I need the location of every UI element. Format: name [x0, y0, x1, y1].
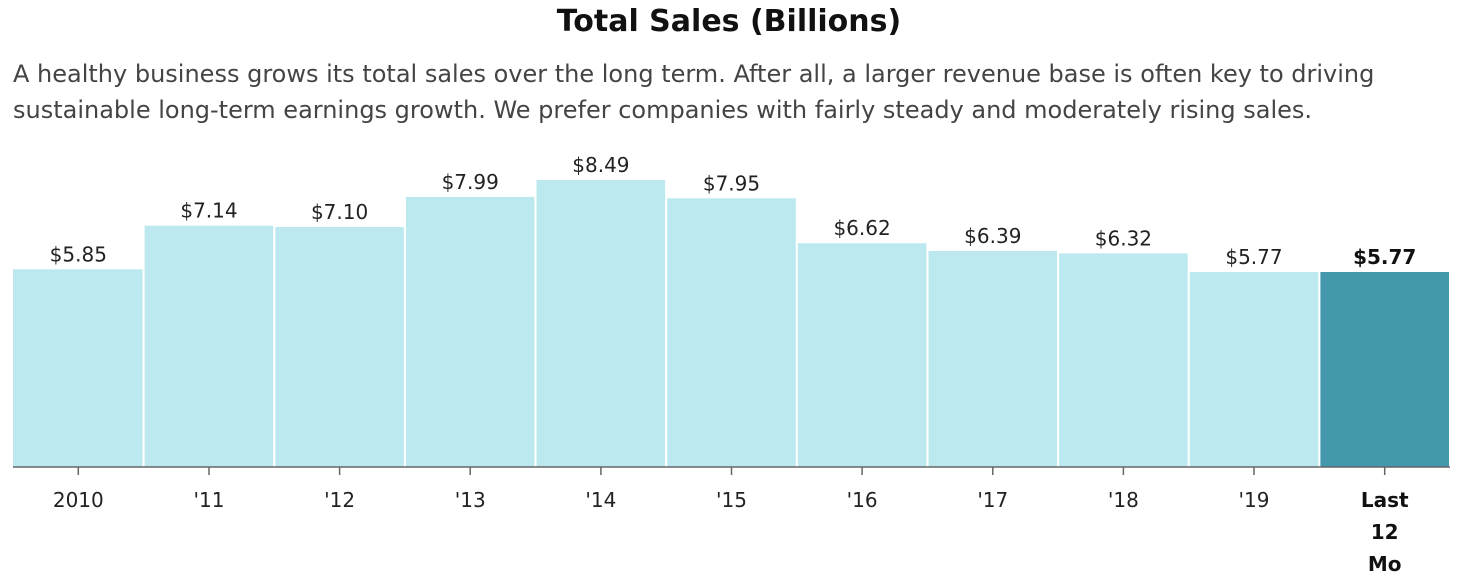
- value-label-2: $7.10: [311, 200, 368, 224]
- bar-9: [1189, 272, 1319, 467]
- bar-3: [405, 196, 535, 467]
- x-tick-label-7: '17: [977, 488, 1008, 512]
- value-label-9: $5.77: [1225, 245, 1282, 269]
- value-label-1: $7.14: [180, 199, 237, 223]
- bar-2: [275, 227, 404, 467]
- value-label-0: $5.85: [50, 242, 107, 266]
- bar-6: [797, 243, 927, 467]
- value-label-6: $6.62: [833, 216, 890, 240]
- bar-5: [667, 198, 796, 468]
- x-tick-label-4: '14: [585, 488, 616, 512]
- value-label-5: $7.95: [703, 171, 760, 195]
- x-tick-label-0: 2010: [53, 488, 104, 512]
- bar-1: [144, 225, 274, 467]
- bar-10: [1320, 272, 1449, 467]
- bar-4: [536, 180, 666, 467]
- x-tick-label-8: '18: [1108, 488, 1139, 512]
- bar-7: [928, 251, 1058, 467]
- x-tick-label-1: '11: [194, 488, 225, 512]
- bars-layer: [13, 180, 1449, 468]
- bar-0: [13, 269, 143, 467]
- x-tick-label-6: '16: [847, 488, 878, 512]
- value-label-8: $6.32: [1095, 226, 1152, 250]
- x-tick-label-5: '15: [716, 488, 747, 512]
- bar-8: [1059, 253, 1188, 467]
- x-tick-label-9: '19: [1239, 488, 1270, 512]
- x-axis: 2010 '11 '12 '13 '14 '15 '16 '17 '18 '19 Last 12 Mo: [13, 466, 1450, 576]
- x-tick-label-2: '12: [324, 488, 355, 512]
- value-label-3: $7.99: [442, 170, 499, 194]
- chart-title: Total Sales (Billions): [556, 4, 902, 39]
- value-labels-layer: $5.85 $7.14 $7.10 $7.99 $8.49 $7.95 $6.62 $6.39…: [50, 153, 1417, 269]
- value-label-7: $6.39: [964, 224, 1021, 248]
- x-tick-label-3: '13: [455, 488, 486, 512]
- chart-subtitle: A healthy business grows its total sales…: [13, 60, 1375, 124]
- value-label-4: $8.49: [572, 153, 629, 177]
- value-label-10: $5.77: [1353, 245, 1416, 269]
- x-tick-label-10: Last 12 Mo: [1361, 488, 1409, 576]
